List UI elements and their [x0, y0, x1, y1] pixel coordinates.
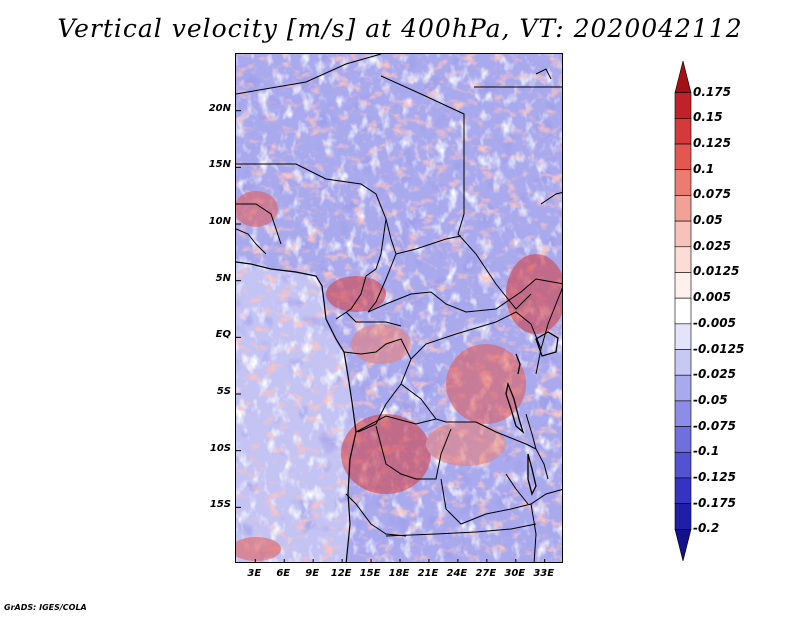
lon-label-27e: 27E — [475, 568, 497, 579]
lat-label-5n: 5N — [215, 272, 231, 284]
colorbar-segment — [674, 374, 692, 402]
vertical-velocity-map — [236, 54, 562, 562]
colorbar-segment — [674, 61, 692, 93]
country-borders — [236, 54, 562, 562]
lat-label-eq: EQ — [215, 329, 231, 341]
colorbar-label: 0.025 — [693, 238, 731, 253]
lat-label-15n: 15N — [208, 159, 231, 171]
lon-label-15e: 15E — [359, 568, 381, 579]
lat-label-10s: 10S — [209, 442, 231, 454]
colorbar-segment — [674, 195, 692, 222]
colorbar-label: 0.075 — [693, 187, 731, 202]
lon-label-24e: 24E — [446, 568, 468, 579]
colorbar-label: -0.2 — [693, 521, 720, 536]
lon-label-9e: 9E — [305, 568, 320, 579]
lat-label-20n: 20N — [208, 102, 231, 114]
chart-title: Vertical velocity [m/s] at 400hPa, VT: 2… — [57, 14, 743, 43]
colorbar-label: 0.15 — [693, 110, 723, 125]
longitude-gridticks — [254, 559, 546, 562]
grads-credit: GrADS: IGES/COLA — [4, 603, 87, 612]
colorbar-segment — [674, 220, 692, 248]
colorbar-segment — [674, 118, 692, 145]
colorbar-segment — [674, 246, 692, 273]
lon-label-6e: 6E — [276, 568, 291, 579]
lon-label-30e: 30E — [504, 568, 526, 579]
colorbar-label: 0.005 — [693, 290, 731, 305]
colorbar-segment — [674, 169, 692, 196]
colorbar-label: -0.125 — [693, 469, 736, 484]
colorbar-segment — [674, 529, 692, 561]
lat-label-10n: 10N — [208, 216, 231, 227]
colorbar-segment — [674, 349, 692, 376]
colorbar — [674, 61, 692, 561]
colorbar-label: -0.175 — [693, 495, 736, 510]
colorbar-segment — [674, 272, 692, 299]
colorbar-label: -0.075 — [693, 418, 736, 433]
colorbar-label: -0.025 — [693, 367, 736, 382]
colorbar-label: 0.0125 — [693, 264, 740, 279]
lat-label-5s: 5S — [216, 386, 231, 397]
lon-label-3e: 3E — [247, 568, 262, 579]
colorbar-label: -0.0125 — [693, 341, 745, 356]
lat-label-15s: 15S — [209, 499, 231, 511]
lon-label-12e: 12E — [330, 568, 352, 579]
colorbar-segment — [674, 400, 692, 427]
lon-label-18e: 18E — [388, 568, 410, 579]
colorbar-segment — [674, 503, 692, 530]
latitude-gridticks — [236, 110, 241, 508]
colorbar-segment — [674, 323, 692, 350]
colorbar-label: -0.005 — [693, 315, 736, 330]
lon-label-33e: 33E — [533, 568, 555, 579]
lon-label-21e: 21E — [417, 568, 439, 579]
colorbar-segment — [674, 451, 692, 479]
colorbar-label: 0.05 — [693, 213, 723, 228]
colorbar-segment — [674, 477, 692, 504]
colorbar-segment — [674, 297, 692, 325]
colorbar-segment — [674, 92, 692, 119]
map-panel — [235, 53, 563, 563]
colorbar-segment — [674, 143, 692, 171]
colorbar-label: 0.1 — [693, 161, 715, 176]
convection-zones — [236, 191, 562, 561]
colorbar-segment — [674, 426, 692, 453]
colorbar-label: -0.1 — [693, 444, 720, 459]
colorbar-label: -0.05 — [693, 392, 728, 407]
colorbar-label: 0.125 — [693, 136, 731, 151]
colorbar-label: 0.175 — [693, 84, 731, 99]
great-lakes — [505, 331, 559, 496]
